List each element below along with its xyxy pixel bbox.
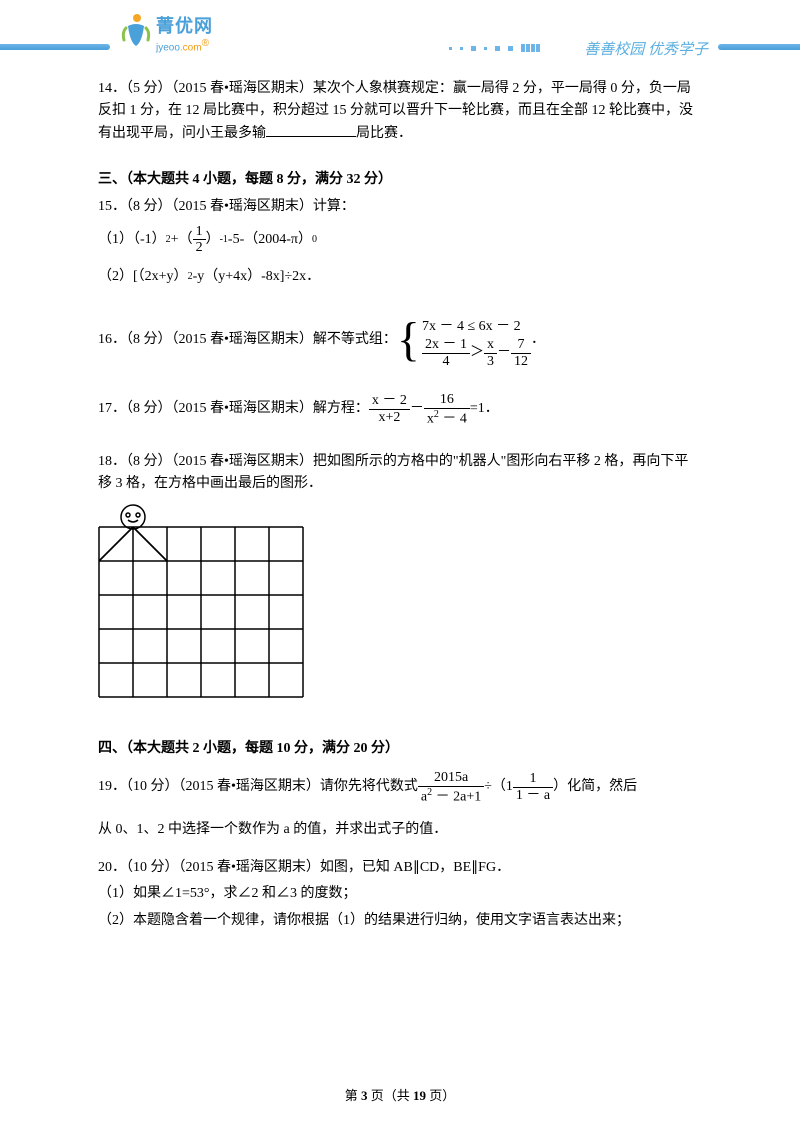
page-header: 菁优网 jyeoo.com® 善善校园 优秀学子 [0, 0, 800, 58]
logo-text: 菁优网 jyeoo.com® [156, 12, 213, 53]
question-14: 14．（5 分）（2015 春•瑶海区期末）某次个人象棋赛规定：赢一局得 2 分… [98, 78, 702, 145]
header-bar-left [0, 44, 110, 50]
ineq-row-2: 2x － 14 ＞ x3 － 712 [422, 340, 531, 366]
question-17: 17．（8 分）（2015 春•瑶海区期末）解方程： x － 2x+2 － 16… [98, 392, 702, 426]
question-18: 18．（8 分）（2015 春•瑶海区期末）把如图所示的方格中的"机器人"图形向… [98, 451, 702, 496]
ineq-row-1: 7x － 4 ≤ 6x － 2 [422, 314, 531, 340]
question-19-line1: 19．（10 分）（2015 春•瑶海区期末）请你先将代数式 2015a a2 … [98, 770, 702, 804]
header-dots [449, 44, 540, 52]
inequality-system: { 7x － 4 ≤ 6x － 2 2x － 14 ＞ x3 － 712 [397, 314, 531, 366]
header-bar-right [718, 44, 800, 50]
site-logo: 菁优网 jyeoo.com® [118, 12, 213, 53]
question-15-head: 15．（8 分）（2015 春•瑶海区期末）计算： [98, 196, 702, 218]
page-content: 14．（5 分）（2015 春•瑶海区期末）某次个人象棋赛规定：赢一局得 2 分… [0, 58, 800, 932]
logo-en: jyeoo.com® [156, 38, 213, 53]
question-16: 16．（8 分）（2015 春•瑶海区期末）解不等式组： { 7x － 4 ≤ … [98, 314, 702, 366]
question-19-line2: 从 0、1、2 中选择一个数作为 a 的值，并求出式子的值． [98, 819, 702, 841]
logo-icon [118, 12, 154, 48]
page-footer: 第 3 页（共 19 页） [0, 1085, 800, 1104]
robot-grid-figure [98, 503, 702, 707]
section-3-title: 三、（本大题共 4 小题，每题 8 分，满分 32 分） [98, 169, 702, 191]
question-15-part1: （1）（-1）2 +（ 12 ）-1 -5-（2004-π）0 [98, 224, 702, 256]
question-20-head: 20．（10 分）（2015 春•瑶海区期末）如图，已知 AB∥CD，BE∥FG… [98, 857, 702, 879]
q14-blank[interactable] [266, 123, 356, 137]
question-15-part2: （2）[（2x+y）2 -y（y+4x）-8x]÷2x． [98, 266, 702, 288]
question-20-p1: （1）如果∠1=53°，求∠2 和∠3 的度数； [98, 883, 702, 905]
section-4-title: 四、（本大题共 2 小题，每题 10 分，满分 20 分） [98, 738, 702, 760]
grid-svg [98, 503, 304, 699]
question-20-p2: （2）本题隐含着一个规律，请你根据（1）的结果进行归纳，使用文字语言表达出来； [98, 910, 702, 932]
header-slogan: 善善校园 优秀学子 [584, 38, 708, 59]
logo-cn: 菁优网 [156, 12, 213, 38]
q14-suffix: 局比赛． [356, 126, 412, 141]
